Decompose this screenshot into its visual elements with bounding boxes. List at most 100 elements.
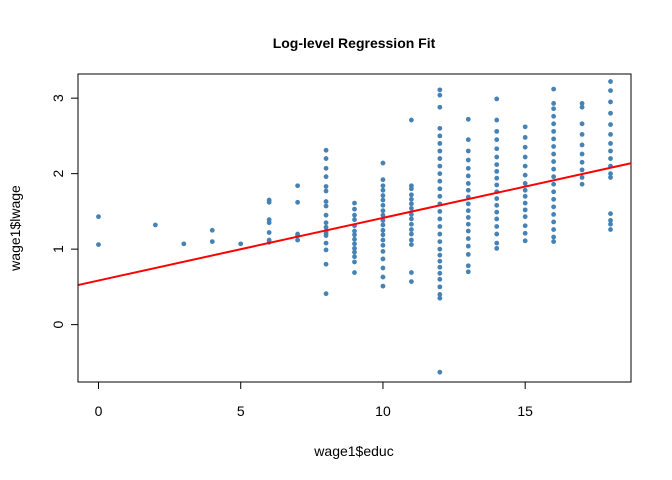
data-point: [380, 249, 386, 254]
data-point: [266, 230, 272, 235]
data-point: [522, 154, 528, 160]
data-point: [408, 196, 414, 202]
data-point: [494, 137, 500, 143]
data-point: [408, 186, 414, 192]
data-point: [551, 174, 557, 180]
data-point: [380, 227, 386, 233]
data-point: [323, 220, 329, 226]
data-point: [522, 124, 528, 130]
data-point: [380, 274, 386, 280]
data-point: [408, 242, 414, 248]
data-point: [181, 241, 187, 247]
data-point: [352, 245, 357, 251]
data-point: [437, 125, 443, 131]
data-point: [494, 182, 500, 188]
data-point: [579, 142, 585, 148]
data-point: [323, 184, 329, 189]
data-point: [352, 232, 357, 238]
data-point: [437, 216, 443, 222]
x-axis: 0 5 10 15: [95, 381, 533, 419]
data-point: [266, 220, 272, 226]
data-point: [380, 177, 386, 183]
data-point: [522, 214, 528, 220]
data-point: [96, 242, 101, 248]
y-axis-label: wage1$lwage: [7, 185, 23, 272]
data-point: [380, 237, 386, 243]
data-point: [437, 186, 443, 192]
data-point: [408, 212, 414, 217]
data-point: [522, 207, 528, 213]
data-point: [380, 265, 386, 271]
data-point: [323, 165, 329, 171]
data-point: [608, 171, 613, 177]
data-point: [437, 252, 443, 258]
data-point: [408, 205, 414, 211]
data-point: [551, 196, 557, 202]
data-point: [494, 175, 500, 181]
data-point: [380, 193, 386, 198]
data-point: [408, 237, 414, 243]
data-point: [323, 156, 329, 161]
data-point: [352, 259, 357, 265]
data-point: [266, 199, 272, 205]
data-point: [437, 141, 443, 146]
data-point: [465, 221, 471, 227]
data-point: [465, 165, 471, 171]
data-point: [551, 227, 557, 232]
data-point: [465, 263, 471, 269]
data-point: [522, 223, 528, 229]
data-point: [522, 135, 528, 140]
data-point: [465, 228, 471, 234]
data-point: [437, 193, 443, 199]
data-point: [380, 208, 386, 214]
data-point: [323, 247, 329, 253]
data-point: [522, 193, 528, 199]
data-point: [579, 151, 585, 157]
data-point: [551, 219, 557, 225]
data-point: [408, 231, 414, 237]
data-point: [352, 249, 357, 255]
data-point: [437, 171, 443, 177]
data-point: [579, 121, 585, 127]
data-point: [380, 212, 386, 218]
data-point: [551, 239, 557, 244]
data-point: [295, 183, 301, 189]
data-point: [551, 159, 557, 164]
data-point: [437, 92, 443, 98]
x-tick-label: 15: [517, 403, 533, 419]
data-point: [380, 218, 386, 223]
x-axis-label: wage1$educ: [313, 443, 393, 459]
data-point: [608, 218, 613, 223]
data-point: [465, 269, 471, 275]
data-point: [551, 144, 557, 149]
data-point: [295, 237, 301, 243]
data-point: [608, 131, 613, 137]
data-point: [380, 160, 386, 166]
data-point: [494, 196, 500, 201]
data-point: [522, 181, 528, 186]
data-point: [437, 208, 443, 214]
data-point: [522, 238, 528, 244]
data-point: [380, 222, 386, 228]
data-point: [352, 200, 357, 206]
data-point: [408, 221, 414, 227]
data-point: [437, 104, 443, 110]
data-point: [437, 239, 443, 244]
data-point: [551, 189, 557, 195]
data-point: [551, 101, 557, 106]
data-point: [352, 217, 357, 223]
data-point: [465, 252, 471, 257]
y-tick-label: 2: [50, 170, 66, 178]
data-point: [352, 254, 357, 260]
data-point: [209, 239, 215, 244]
data-point: [522, 200, 528, 206]
data-point: [579, 101, 585, 106]
data-point: [465, 137, 471, 143]
data-point: [579, 181, 585, 187]
data-point: [323, 147, 329, 153]
data-point: [551, 234, 557, 240]
data-point: [608, 79, 613, 84]
data-point: [608, 141, 613, 146]
x-tick-label: 5: [237, 403, 245, 419]
